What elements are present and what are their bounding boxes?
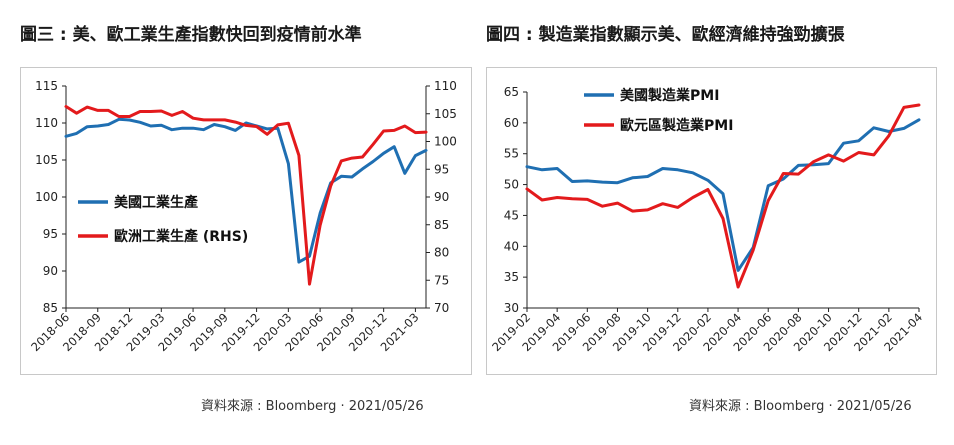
series-line-1 [525, 118, 921, 272]
legend-label-1: 美國製造業PMI [620, 87, 719, 104]
y-tick-label-right: 90 [434, 190, 449, 204]
y-tick-label-left: 105 [35, 153, 58, 167]
manufacturing-pmi-chart: 30354045505560652019-022019-042019-06201… [489, 85, 925, 354]
y-tick-label-right: 95 [434, 162, 449, 176]
y-tick-label-left: 115 [35, 79, 58, 93]
legend-label-1: 美國工業生產 [114, 194, 198, 211]
y-tick-label-left: 35 [504, 270, 519, 284]
y-tick-label-right: 100 [434, 135, 457, 149]
left-chart-title: 圖三 : 美、歐工業生產指數快回到疫情前水準 [20, 25, 362, 45]
left-source-note: 資料來源 : Bloomberg · 2021/05/26 [201, 399, 424, 414]
y-tick-label-left: 65 [504, 85, 519, 99]
y-tick-label-right: 80 [434, 246, 449, 260]
series-line-1 [64, 117, 428, 264]
left-chart-panel: 85 90 95 100 105 110 115 70 75 80 85 90 95 100 105 110 2… [20, 67, 472, 375]
series-line-2 [64, 105, 428, 286]
series-line-2 [525, 103, 921, 289]
y-tick-label-right: 85 [434, 218, 449, 232]
y-tick-label-left: 95 [43, 227, 58, 241]
y-tick-label-left: 50 [504, 178, 519, 192]
right-chart-title: 圖四 : 製造業指數顯示美、歐經濟維持強勁擴張 [486, 25, 845, 45]
y-tick-label-left: 45 [504, 208, 519, 222]
y-tick-label-left: 110 [35, 116, 58, 130]
y-tick-label-right: 75 [434, 273, 449, 287]
y-tick-label-left: 100 [35, 190, 58, 204]
y-tick-label-left: 60 [504, 116, 519, 130]
y-tick-label-left: 40 [504, 239, 519, 253]
y-tick-label-left: 30 [504, 301, 519, 315]
y-tick-label-left: 90 [43, 264, 58, 278]
y-tick-label-right: 70 [434, 301, 449, 315]
industrial-production-chart: 8590951001051101157075808590951001051102… [28, 79, 457, 354]
y-tick-label-left: 85 [43, 301, 58, 315]
right-chart-panel: 30 35 40 45 50 55 60 65 2019-02 2019-04 2019-06 201… [486, 67, 937, 375]
y-tick-label-right: 110 [434, 79, 457, 93]
legend-label-2: 歐元區製造業PMI [620, 117, 733, 134]
right-source-note: 資料來源 : Bloomberg · 2021/05/26 [689, 399, 912, 414]
y-tick-label-left: 55 [504, 147, 519, 161]
legend-label-2: 歐洲工業生產 (RHS) [114, 228, 248, 245]
y-tick-label-right: 105 [434, 107, 457, 121]
